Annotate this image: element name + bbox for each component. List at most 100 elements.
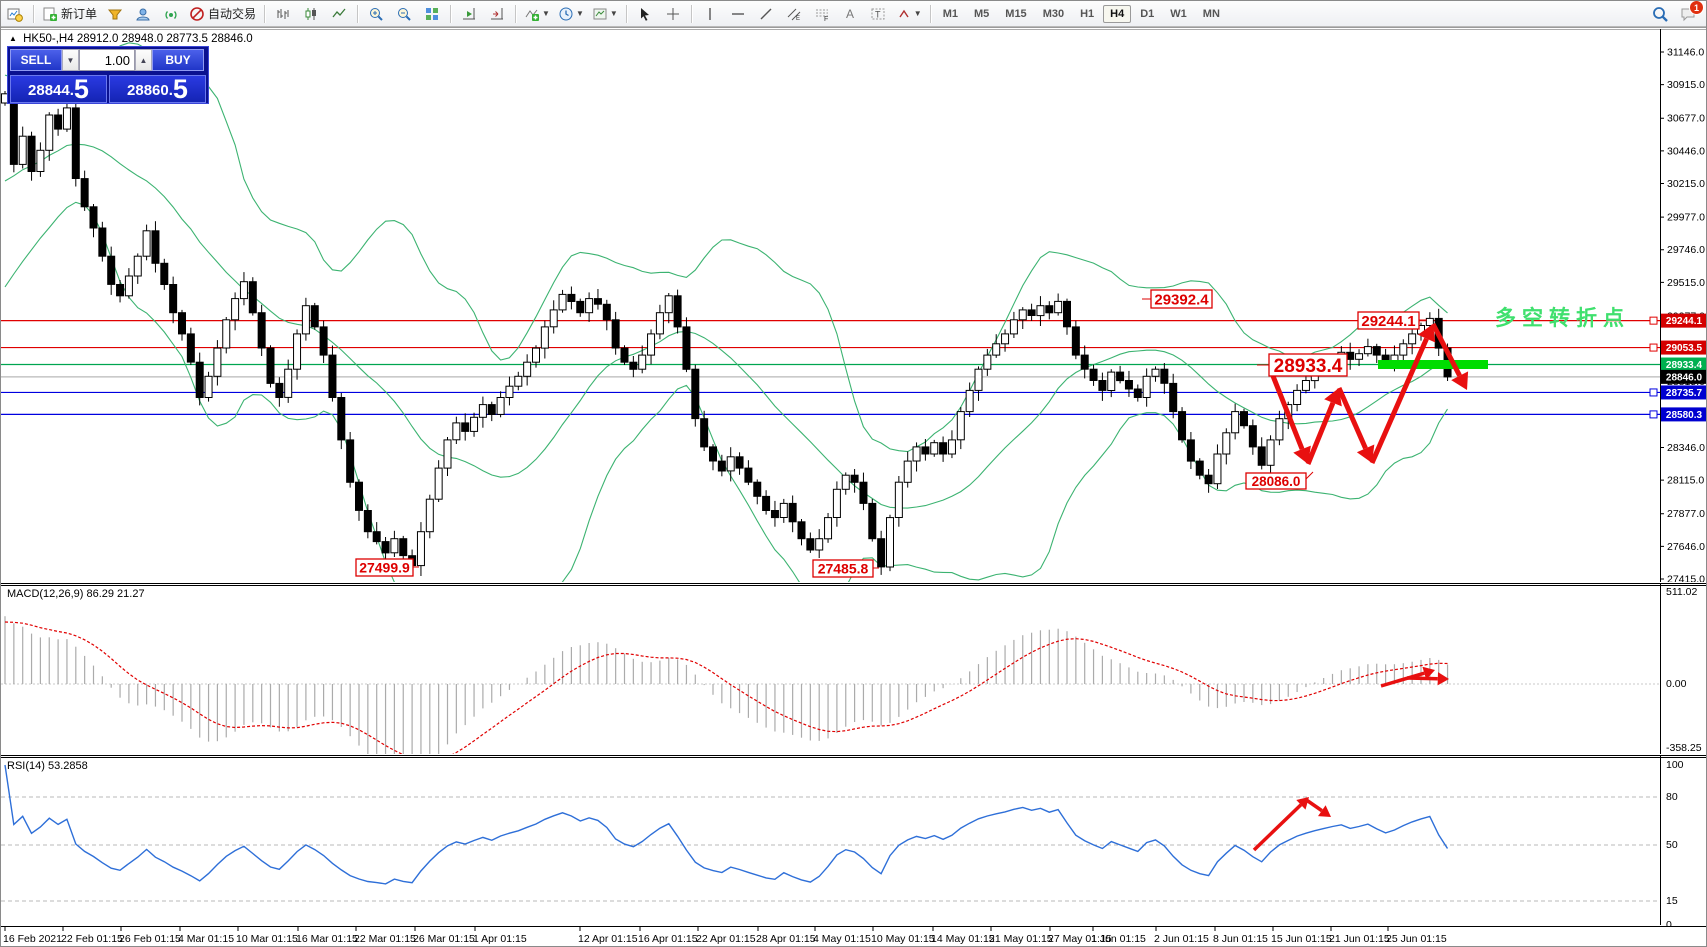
toolbar: 新订单 自动交易 (1, 1, 1706, 27)
dropdown-caret-icon: ▼ (609, 9, 618, 18)
volume-increase-button[interactable]: ▲ (135, 49, 152, 71)
svg-text:511.02: 511.02 (1666, 586, 1697, 598)
vertical-line-icon[interactable] (697, 3, 723, 25)
macd-indicator-panel[interactable]: 511.02 0.00 -358.25 MACD(12,26,9) 86.29 21.… (1, 583, 1707, 754)
price-annotation: 27499.9 (355, 558, 419, 577)
svg-text:28735.7: 28735.7 (1666, 388, 1703, 399)
timeframe-W1[interactable]: W1 (1170, 7, 1187, 20)
ask-price-big-digit: 5 (172, 74, 188, 104)
macd-label: MACD(12,26,9) 86.29 21.27 (7, 588, 145, 600)
new-order-label: 新订单 (61, 7, 98, 21)
search-icon[interactable] (1647, 3, 1673, 25)
timeframe-H1[interactable]: H1 (1080, 7, 1095, 20)
market-watch-icon[interactable] (102, 3, 128, 25)
separator (929, 4, 931, 23)
svg-text:80: 80 (1666, 791, 1678, 803)
date-tick-label: 28 Apr 01:15 (756, 933, 816, 945)
separator (357, 4, 359, 23)
horizontal-line-icon[interactable] (725, 3, 751, 25)
timeframe-MN[interactable]: MN (1202, 7, 1220, 20)
autotrading-label: 自动交易 (208, 7, 257, 21)
line-chart-icon[interactable] (326, 3, 352, 25)
svg-text:29244.1: 29244.1 (1361, 313, 1415, 330)
price-badge (1661, 369, 1706, 384)
svg-text:29053.5: 29053.5 (1666, 343, 1703, 354)
chart-ohlc-values: 28912.0 28948.0 28773.5 28846.0 (76, 33, 253, 45)
bar-chart-icon[interactable] (270, 3, 296, 25)
timeframe-H4[interactable]: H4 (1103, 4, 1132, 23)
timeframe-group: M1 M5 M15 M30 H1 H4 D1 W1 MN (935, 4, 1228, 23)
collapse-triangle-icon[interactable]: ▲ (9, 34, 17, 43)
crosshair-icon[interactable] (660, 3, 686, 25)
date-tick-label: 21 Jun 01:15 (1329, 933, 1390, 945)
date-tick-label: 21 May 01:15 (989, 933, 1053, 945)
main-price-chart[interactable]: 多空转折点 29392.4 29244.1 28933.4 28086.0 27499.9… (1, 29, 1707, 582)
text-icon[interactable]: A (837, 3, 863, 25)
separator (625, 4, 627, 23)
sell-button[interactable]: SELL (10, 49, 62, 71)
date-tick-label: 4 Mar 01:15 (178, 933, 234, 945)
autotrading-button[interactable]: 自动交易 (186, 3, 259, 25)
svg-text:28846.0: 28846.0 (1666, 372, 1703, 383)
periods-icon[interactable]: ▼ (555, 3, 587, 25)
timeframe-M5[interactable]: M5 (974, 7, 990, 20)
fibonacci-icon[interactable]: F (809, 3, 835, 25)
auto-scroll-icon[interactable] (456, 3, 482, 25)
svg-text:A: A (846, 7, 854, 21)
svg-text:E: E (796, 16, 800, 22)
cursor-icon[interactable] (632, 3, 658, 25)
bid-price-tile[interactable]: 28844. 5 (10, 75, 107, 103)
price-tick-label: 29746.0 (1667, 244, 1705, 256)
price-tick-label: 27877.0 (1667, 508, 1705, 520)
templates-icon[interactable]: ▼ (589, 3, 621, 25)
date-tick-label: 1 Apr 01:15 (473, 933, 527, 945)
date-tick-label: 2 Jun 01:15 (1154, 933, 1209, 945)
new-order-button[interactable]: 新订单 (39, 3, 100, 25)
community-icon[interactable] (130, 3, 156, 25)
volume-input[interactable] (79, 49, 135, 71)
equidistant-channel-icon[interactable]: E (781, 3, 807, 25)
signals-icon[interactable] (158, 3, 184, 25)
candlestick-chart-icon[interactable] (298, 3, 324, 25)
arrows-tool-icon[interactable]: ▼ (893, 3, 925, 25)
timeframe-M15[interactable]: M15 (1005, 7, 1027, 20)
toolbar-right: 1 (1646, 1, 1704, 25)
date-tick-label: 15 Jun 01:15 (1271, 933, 1332, 945)
price-badge (1661, 357, 1706, 372)
chart-shift-icon[interactable] (484, 3, 510, 25)
timeframe-M1[interactable]: M1 (942, 7, 958, 20)
date-tick-label: 22 Mar 01:15 (354, 933, 416, 945)
ask-price: 28860. (127, 82, 173, 99)
chat-icon[interactable]: 1 (1675, 1, 1704, 25)
price-tick-label: 30446.0 (1667, 145, 1705, 157)
indicators-icon[interactable]: ▼ (521, 3, 553, 25)
svg-text:0.00: 0.00 (1666, 678, 1687, 690)
separator (264, 4, 266, 23)
timeframe-M30[interactable]: M30 (1042, 7, 1065, 20)
zoom-in-icon[interactable] (363, 3, 389, 25)
date-tick-label: 12 Apr 01:15 (578, 933, 638, 945)
rsi-indicator-panel[interactable]: 100 80 50 15 0 RSI(14) 53.2858 (1, 755, 1707, 927)
trendline-icon[interactable] (753, 3, 779, 25)
dropdown-caret-icon: ▼ (913, 9, 922, 18)
price-tick-label: 31146.0 (1667, 47, 1704, 59)
text-label-icon[interactable]: T (865, 3, 891, 25)
ask-price-tile[interactable]: 28860. 5 (109, 75, 206, 103)
chart-window-icon[interactable] (2, 3, 28, 25)
date-tick-label: 16 Mar 01:15 (296, 933, 358, 945)
price-tick-label: 30915.0 (1667, 79, 1705, 91)
date-tick-label: 8 Jun 01:15 (1213, 933, 1268, 945)
svg-text:0: 0 (1666, 919, 1672, 927)
zoom-out-icon[interactable] (391, 3, 417, 25)
buy-button[interactable]: BUY (152, 49, 204, 71)
svg-text:50: 50 (1666, 839, 1678, 851)
timeframe-D1[interactable]: D1 (1140, 7, 1155, 20)
date-tick-label: 1 Jun 01:15 (1091, 933, 1146, 945)
price-tick-label: 30215.0 (1667, 178, 1705, 190)
tile-windows-icon[interactable] (419, 3, 445, 25)
price-tick-label: 27415.0 (1667, 574, 1705, 583)
date-tick-label: 16 Feb 2021 (3, 933, 62, 945)
price-annotation: 29244.1 (1357, 311, 1427, 330)
volume-decrease-button[interactable]: ▼ (62, 49, 79, 71)
